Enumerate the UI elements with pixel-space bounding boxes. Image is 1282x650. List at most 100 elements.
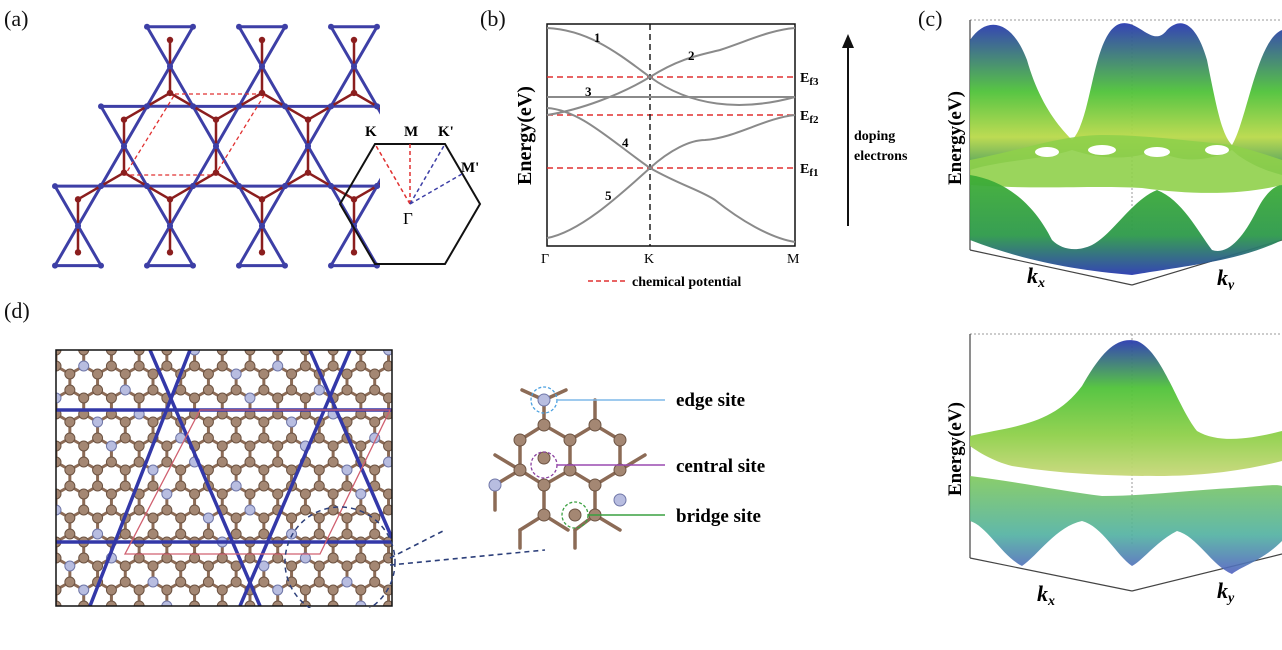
band-number-3: 3 [585,84,592,99]
carbon-atom [286,384,298,396]
carbon-atom [92,384,104,396]
nitrogen-atom [92,416,104,428]
kagome-node [190,183,196,190]
carbon-atom [313,512,325,524]
carbon-atom [383,392,392,404]
nitrogen-atom [161,488,173,500]
nitrogen-atom [272,360,284,372]
carbon-atom [161,456,173,468]
carbon-atom [286,560,298,572]
bz-label-m: M [404,124,418,140]
carbon-atom [64,464,76,476]
carbon-atom [383,504,392,516]
carbon-atom [272,456,284,468]
nitrogen-atom [230,368,242,380]
carbon-atom [216,456,228,468]
kagome-node [144,183,150,190]
kagome-node [259,222,265,229]
kagome-lattice-diagram [52,23,380,269]
kagome-down-triangle [329,184,379,228]
panel-label-a: (a) [4,6,29,31]
nitrogen-atom [78,584,90,596]
nitrogen-atom [78,360,90,372]
kagome-node [374,103,380,110]
carbon-atom [119,464,131,476]
carbon-atom [56,584,62,596]
nitrogen-atom [355,600,367,606]
kagome-overlay [56,350,392,606]
honeycomb-nodes [74,36,358,256]
nitrogen-atom [147,464,159,476]
gamma-k-line [374,143,411,205]
carbon-atom [244,600,256,606]
kagome-node [98,262,104,269]
gamma-kprime-line [409,143,446,205]
carbon-atom [56,360,62,372]
carbon-atom [230,384,242,396]
nitrogen-atom [56,504,62,516]
carbon-atom [383,360,392,372]
carbon-atom [78,440,90,452]
carbon-atom [369,416,381,428]
honeycomb-node [350,36,358,44]
kagome-node [351,63,357,70]
upper-band-surface [970,23,1282,175]
carbon-atom [56,456,62,468]
carbon-atom [355,440,367,452]
carbon-atom [299,504,311,516]
carbon-atom [64,480,76,492]
central-site-label: central site [676,456,765,477]
carbon-atom [105,360,117,372]
carbon-atom [313,464,325,476]
lower-band-surface [970,476,1282,574]
carbon-atom [216,552,228,564]
surface-top-ylabel: Energy(eV) [945,91,966,185]
carbon-atom [216,392,228,404]
bands [546,27,796,243]
carbon-atom [341,480,353,492]
carbon-atom [230,576,242,588]
nitrogen-atom [272,584,284,596]
carbon-atom [313,432,325,444]
carbon-atom [397,433,407,443]
carbon-atom [92,432,104,444]
kagome-node [98,103,104,110]
carbon-atom [147,480,159,492]
nitrogen-atom [105,440,117,452]
carbon-atom [147,560,159,572]
bz-label-mprime: M' [461,160,479,176]
carbon-atom [189,392,201,404]
carbon-atom [299,584,311,596]
carbon-atom [105,584,117,596]
kagome-down-triangle [237,184,287,228]
carbon-atom [56,600,62,606]
kagome-down-triangle [99,104,149,148]
carbon-atom [64,384,76,396]
carbon-atom [230,464,242,476]
carbon-atom [161,350,173,356]
honeycomb-node [258,249,266,256]
surface-top-kx: kx [1027,263,1045,290]
nitrogen-atom [161,600,173,606]
carbon-atom [341,528,353,540]
carbon-atom [244,440,256,452]
x-tick-m: M [787,252,800,267]
bz-label-gamma: Γ [403,209,413,228]
carbon-atom [369,576,381,588]
carbon-atom [147,416,159,428]
kagome-nodes [52,23,380,269]
surface-plot-top: Energy(eV) kx ky [945,19,1282,290]
carbon-atom [355,392,367,404]
honeycomb-node [304,169,312,176]
lower-band-surface [970,175,1282,275]
carbon-atom [56,350,62,356]
nitrogen-atom [313,384,325,396]
carbon-atom [327,360,339,372]
carbon-atom [355,350,367,356]
carbon-atom [133,440,145,452]
carbon-atom [272,488,284,500]
surface-bottom-ylabel: Energy(eV) [945,402,966,496]
carbon-atom [189,552,201,564]
carbon-atom [230,512,242,524]
carbon-atom [56,440,62,452]
